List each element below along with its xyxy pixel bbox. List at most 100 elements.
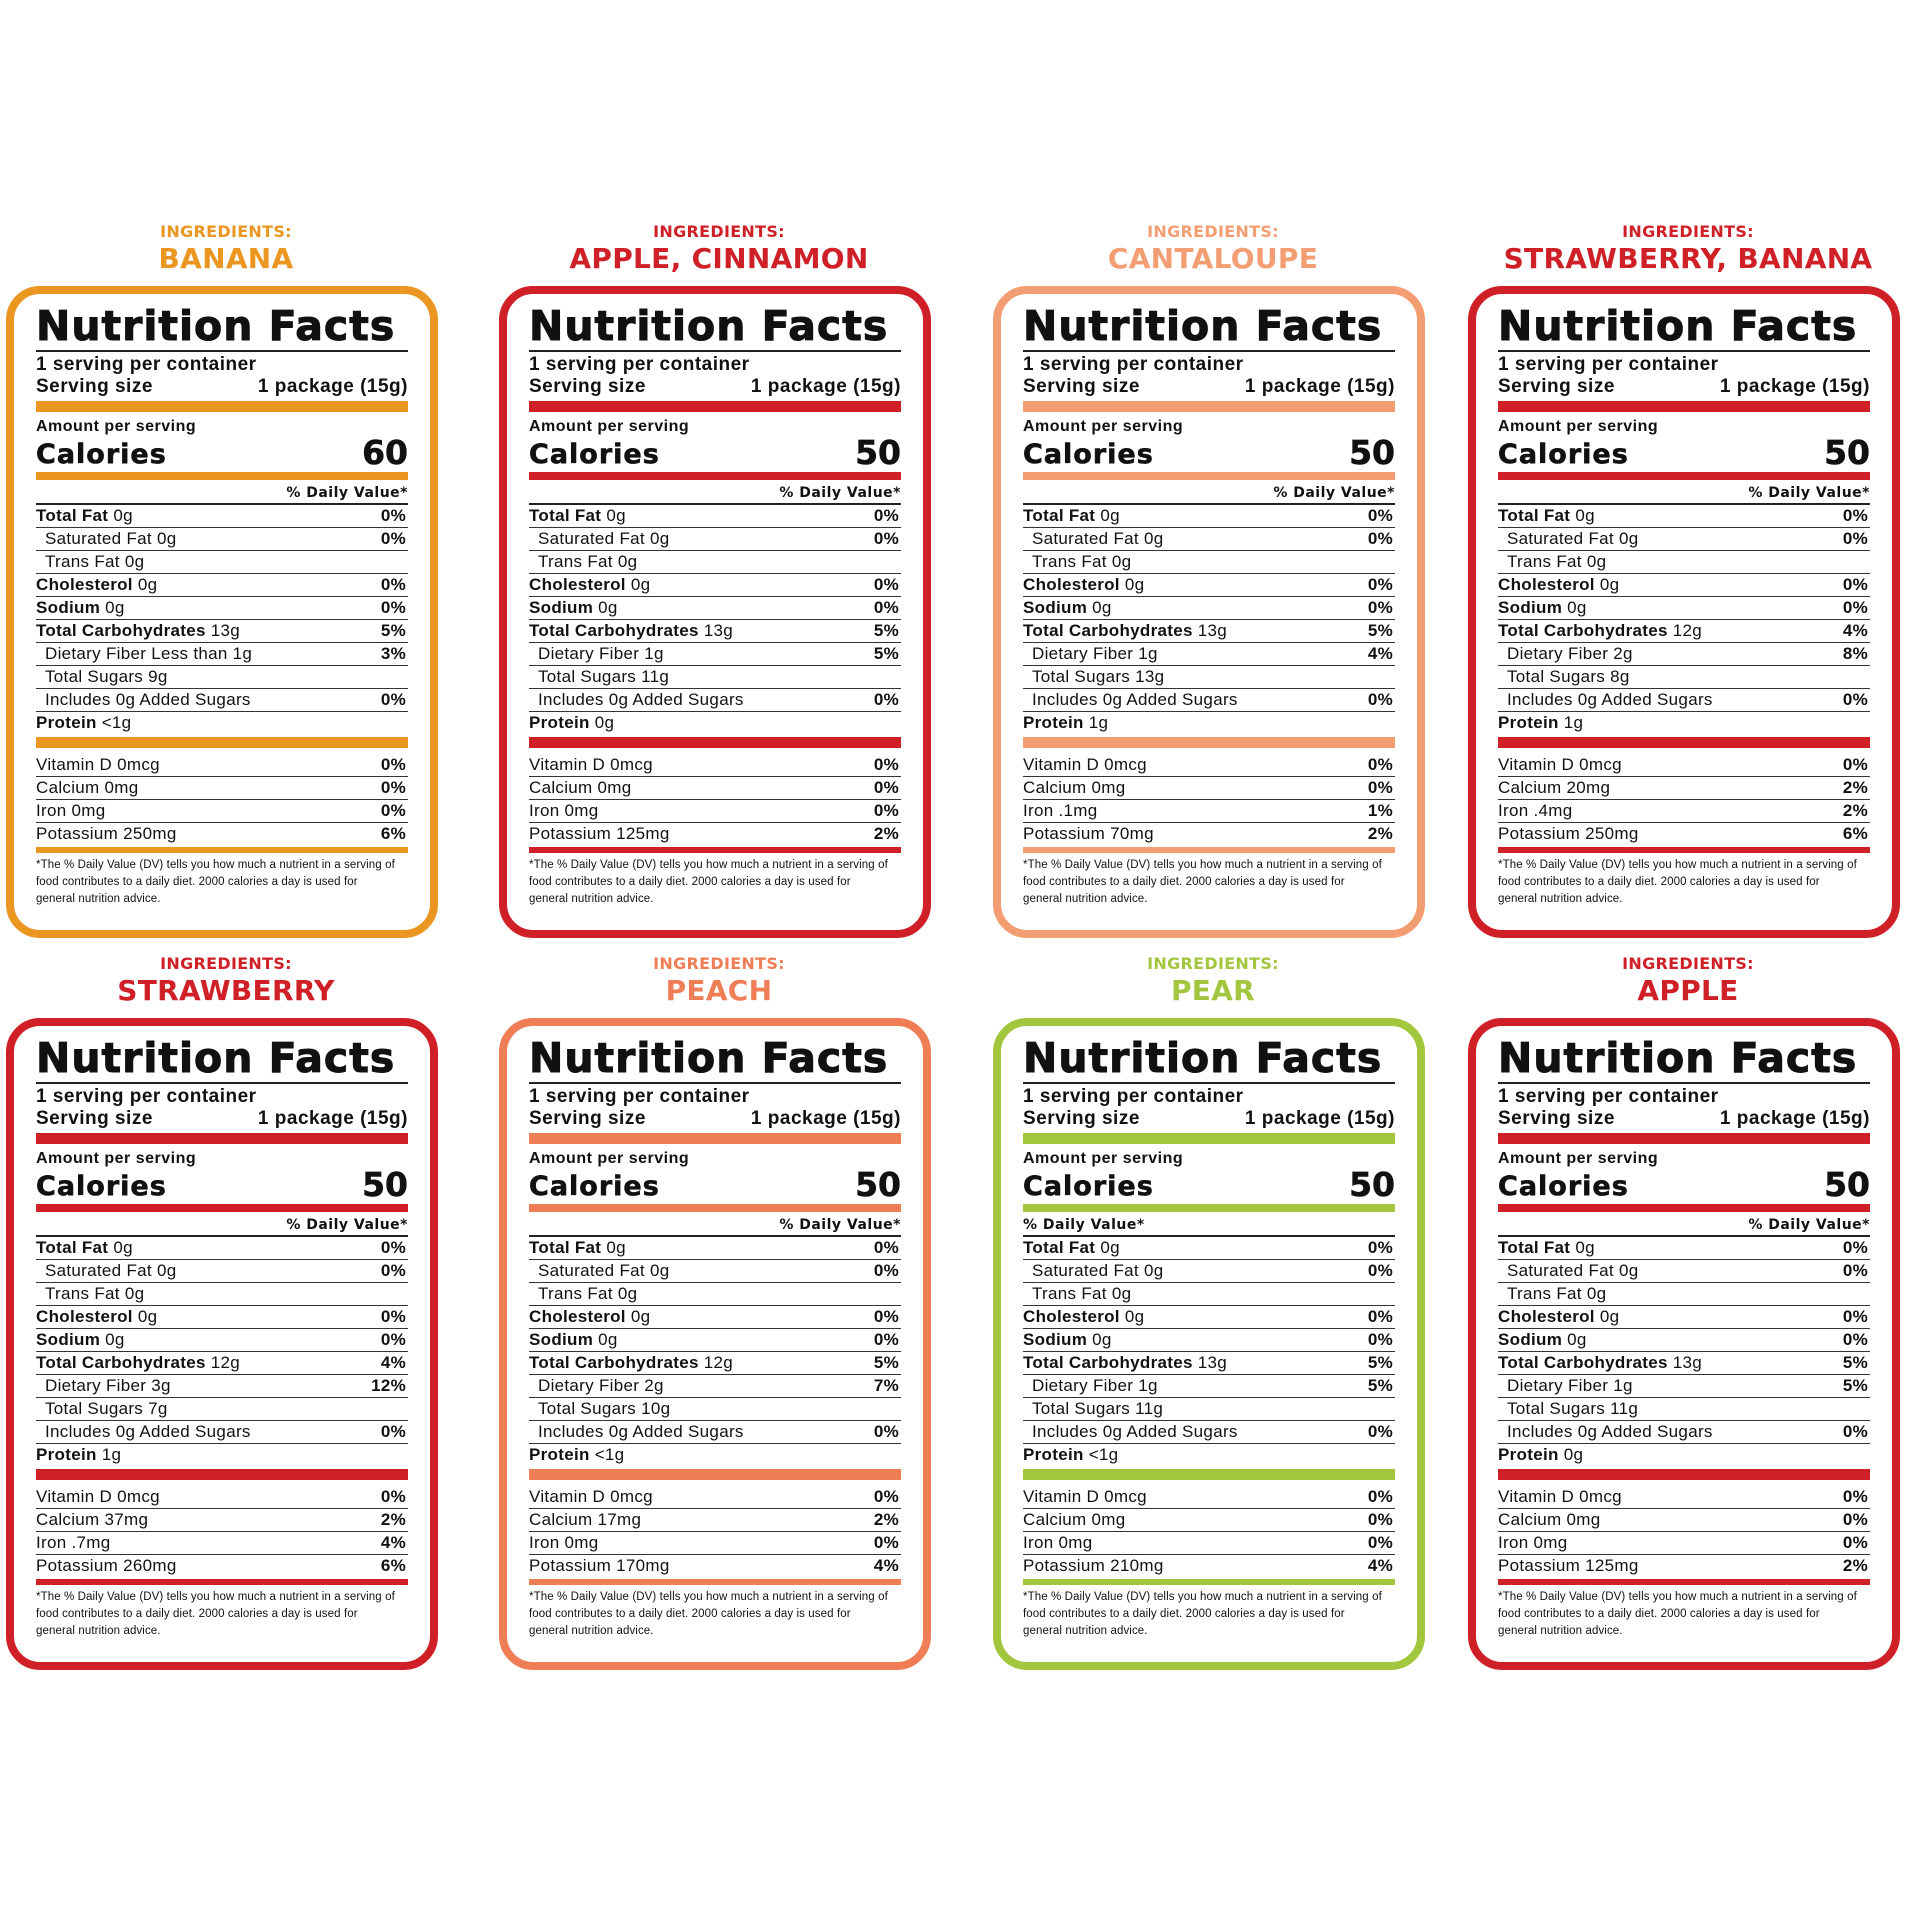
calories-label: Calories bbox=[1023, 1171, 1154, 1202]
daily-value-header: % Daily Value* bbox=[529, 484, 901, 505]
nutrient-label: Dietary Fiber bbox=[1032, 644, 1134, 663]
vitamin-amount: 17mg bbox=[597, 1510, 642, 1529]
vitamin-amount: 0mg bbox=[71, 801, 106, 820]
nutrient-label: Total Fat bbox=[1023, 1238, 1096, 1257]
servings-per-container: 1 serving per container bbox=[1023, 354, 1244, 375]
nutrient-percent: 7% bbox=[873, 1376, 899, 1395]
nutrient-percent: 0% bbox=[1367, 506, 1393, 525]
nutrient-percent: 0% bbox=[1367, 1422, 1393, 1441]
color-bar bbox=[1023, 401, 1395, 412]
nutrient-amount: 0g bbox=[113, 506, 133, 525]
nutrient-label: Total Fat bbox=[1023, 506, 1096, 525]
nutrient-amount: <1g bbox=[101, 713, 132, 732]
amount-per-serving: Amount per serving bbox=[1498, 418, 1659, 435]
color-bar bbox=[36, 847, 408, 853]
color-bar bbox=[36, 1469, 408, 1480]
vitamin-row-calcium: Calcium 0mg 0% bbox=[1023, 777, 1395, 800]
nutrient-label: Added Sugars bbox=[1601, 690, 1713, 709]
ingredients-header: INGREDIENTS: CANTALOUPE bbox=[993, 222, 1433, 286]
daily-value-header: % Daily Value* bbox=[1023, 1216, 1395, 1237]
serving-size-value: 1 package (15g) bbox=[1719, 376, 1870, 397]
nutrient-amount: <1g bbox=[594, 1445, 625, 1464]
nutrient-label: Dietary Fiber bbox=[45, 1376, 147, 1395]
vitamin-percent: 0% bbox=[380, 778, 406, 797]
nutrient-percent: 0% bbox=[1842, 1330, 1868, 1349]
vitamin-label: Calcium bbox=[1023, 778, 1087, 797]
nutrition-facts-title: Nutrition Facts bbox=[1023, 302, 1383, 350]
nutrient-row-added-sugars: Includes 0g Added Sugars 0% bbox=[36, 1421, 408, 1444]
vitamin-row-potassium: Potassium 70mg 2% bbox=[1023, 823, 1395, 845]
nutrient-amount: 12g bbox=[703, 1353, 734, 1372]
nutrition-facts-title: Nutrition Facts bbox=[36, 302, 396, 350]
nutrient-label: Trans Fat bbox=[1032, 1284, 1107, 1303]
servings-per-container: 1 serving per container bbox=[529, 1086, 750, 1107]
vitamin-label: Potassium bbox=[529, 1556, 612, 1575]
nutrient-percent: 0% bbox=[380, 1330, 406, 1349]
vitamin-percent: 2% bbox=[380, 1510, 406, 1529]
divider bbox=[36, 1082, 408, 1084]
nutrient-row-dietary-fiber: Dietary Fiber 3g 12% bbox=[36, 1375, 408, 1398]
vitamin-percent: 0% bbox=[380, 801, 406, 820]
vitamin-row-vitamin-d: Vitamin D 0mcg 0% bbox=[36, 1486, 408, 1509]
serving-size-row: Serving size 1 package (15g) bbox=[1023, 1108, 1395, 1130]
calories-label: Calories bbox=[1498, 439, 1629, 470]
nutrient-amount: 11g bbox=[1610, 1399, 1639, 1418]
vitamin-amount: 125mg bbox=[1585, 1556, 1639, 1575]
nutrient-amount: 0g bbox=[1111, 552, 1132, 571]
divider bbox=[1498, 350, 1870, 352]
vitamin-percent: 4% bbox=[380, 1533, 406, 1552]
nutrient-row-total-sugars: Total Sugars 13g bbox=[1023, 666, 1395, 689]
nutrient-percent: 0% bbox=[873, 575, 899, 594]
amount-per-serving: Amount per serving bbox=[1023, 418, 1184, 435]
divider bbox=[1023, 350, 1395, 352]
nutrient-row-saturated-fat: Saturated Fat 0g 0% bbox=[36, 528, 408, 551]
nutrient-row-saturated-fat: Saturated Fat 0g 0% bbox=[529, 1260, 901, 1283]
nutrient-label: Trans Fat bbox=[45, 1284, 120, 1303]
nutrient-amount: 1g bbox=[101, 1445, 122, 1464]
nutrient-row-sodium: Sodium 0g 0% bbox=[1023, 1329, 1395, 1352]
vitamin-amount: 260mg bbox=[123, 1556, 177, 1575]
color-bar bbox=[1498, 401, 1870, 412]
calories-row: Calories 50 bbox=[1498, 1167, 1871, 1202]
nutrient-row-dietary-fiber: Dietary Fiber Less than 1g 3% bbox=[36, 643, 408, 666]
nutrient-label: Sodium bbox=[36, 598, 101, 617]
nutrient-amount: 0g bbox=[617, 552, 638, 571]
color-bar bbox=[36, 1204, 408, 1212]
nutrient-label: Total Fat bbox=[36, 506, 109, 525]
nutrient-row-added-sugars: Includes 0g Added Sugars 0% bbox=[1498, 1421, 1870, 1444]
nutrient-amount: 0g bbox=[649, 529, 670, 548]
nutrient-amount: 0g bbox=[1102, 1422, 1123, 1441]
nutrient-label: Total Carbohydrates bbox=[1498, 1353, 1668, 1372]
nutrient-row-dietary-fiber: Dietary Fiber 1g 5% bbox=[1498, 1375, 1870, 1398]
nutrient-label: Dietary Fiber bbox=[1032, 1376, 1134, 1395]
ingredients-label: INGREDIENTS: bbox=[1147, 222, 1279, 241]
nutrient-percent: 0% bbox=[873, 529, 899, 548]
vitamin-row-vitamin-d: Vitamin D 0mcg 0% bbox=[36, 754, 408, 777]
nutrient-label: Total Sugars bbox=[538, 667, 637, 686]
nutrient-label: Total Carbohydrates bbox=[36, 621, 206, 640]
ingredients-label: INGREDIENTS: bbox=[1622, 954, 1754, 973]
serving-size-row: Serving size 1 package (15g) bbox=[36, 376, 408, 398]
nutrient-percent: 0% bbox=[1842, 1422, 1868, 1441]
vitamin-percent: 4% bbox=[1367, 1556, 1393, 1575]
nutrient-row-dietary-fiber: Dietary Fiber 1g 5% bbox=[1023, 1375, 1395, 1398]
serving-size-value: 1 package (15g) bbox=[257, 1108, 408, 1129]
ingredients-label: INGREDIENTS: bbox=[160, 222, 292, 241]
nutrient-row-added-sugars: Includes 0g Added Sugars 0% bbox=[1023, 689, 1395, 712]
color-bar bbox=[1023, 1133, 1395, 1144]
nutrient-label: Total Carbohydrates bbox=[529, 1353, 699, 1372]
nutrient-amount: 0g bbox=[1599, 575, 1620, 594]
nutrient-label: Includes bbox=[1032, 690, 1098, 709]
nutrient-label: Total Fat bbox=[1498, 1238, 1571, 1257]
color-bar bbox=[36, 1133, 408, 1144]
nutrient-amount: 0g bbox=[115, 1422, 136, 1441]
nutrient-row-added-sugars: Includes 0g Added Sugars 0% bbox=[36, 689, 408, 712]
vitamin-amount: 0mcg bbox=[610, 1487, 653, 1506]
nutrient-row-cholesterol: Cholesterol 0g 0% bbox=[1498, 1306, 1870, 1329]
nutrient-row-total-fat: Total Fat 0g 0% bbox=[529, 1237, 901, 1260]
calories-row: Calories 60 bbox=[36, 435, 409, 470]
nutrient-label: Protein bbox=[1023, 713, 1084, 732]
nutrient-label: Total Fat bbox=[36, 1238, 109, 1257]
vitamin-amount: 0mg bbox=[564, 1533, 599, 1552]
nutrient-row-cholesterol: Cholesterol 0g 0% bbox=[1498, 574, 1870, 597]
